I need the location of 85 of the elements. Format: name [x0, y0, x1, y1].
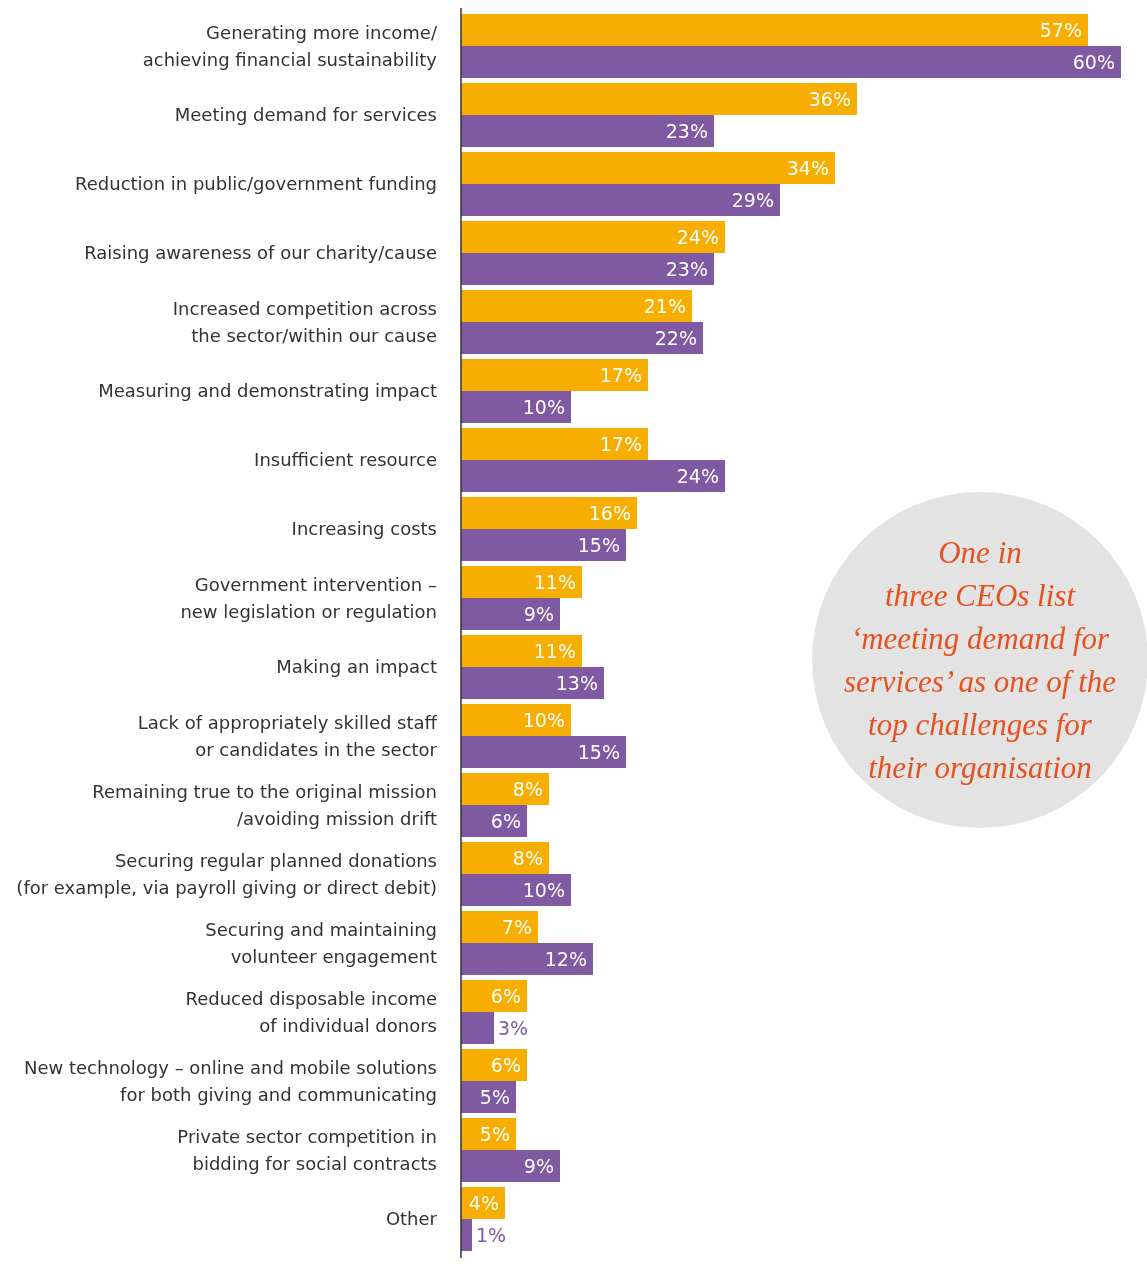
data-label: 9% — [523, 602, 554, 625]
data-label: 8% — [512, 846, 543, 869]
bar — [461, 184, 780, 216]
bar — [461, 566, 582, 598]
data-label: 5% — [479, 1122, 510, 1145]
bar — [461, 1219, 472, 1251]
data-label: 8% — [512, 777, 543, 800]
data-label: 22% — [654, 326, 697, 349]
bar — [461, 253, 714, 285]
data-label: 36% — [808, 87, 851, 110]
bar — [461, 842, 549, 874]
data-label: 60% — [1072, 50, 1115, 73]
bar — [461, 736, 626, 768]
bar — [461, 497, 637, 529]
y-tick-label: Generating more income/ achieving financial sustainability — [142, 21, 438, 70]
y-tick-label: Meeting demand for services — [174, 104, 437, 126]
data-label: 16% — [588, 501, 631, 524]
data-label: 10% — [522, 395, 565, 418]
data-label: 24% — [676, 225, 719, 248]
data-label: 17% — [599, 363, 642, 386]
bar — [461, 460, 725, 492]
y-tick-label: Making an impact — [276, 656, 437, 678]
data-label: 24% — [676, 464, 719, 487]
data-label: 10% — [522, 708, 565, 731]
data-label: 3% — [498, 1016, 529, 1039]
data-label: 5% — [479, 1085, 510, 1108]
data-label: 21% — [643, 294, 686, 317]
bar — [461, 773, 549, 805]
annotation: One in three CEOs list ‘meeting demand for services’ as one of the top challenges for their organisation — [843, 535, 1117, 786]
bar — [461, 943, 593, 975]
data-label: 12% — [544, 947, 587, 970]
bar — [461, 221, 725, 253]
y-tick-label: Raising awareness of our charity/cause — [84, 242, 437, 264]
bar — [461, 152, 835, 184]
data-label: 6% — [490, 984, 521, 1007]
bar — [461, 428, 648, 460]
bar — [461, 1150, 560, 1182]
bar — [461, 911, 538, 943]
bar — [461, 874, 571, 906]
data-label: 1% — [476, 1223, 507, 1246]
y-tick-label: Lack of appropriately skilled staff or candidates in the sector — [137, 711, 438, 760]
data-label: 10% — [522, 878, 565, 901]
data-label: 4% — [468, 1191, 499, 1214]
data-label: 23% — [665, 257, 708, 280]
data-label: 34% — [786, 156, 829, 179]
y-tick-label: New technology – online and mobile solutions for both giving and communicating — [23, 1056, 437, 1105]
bar — [461, 290, 692, 322]
y-tick-label: Private sector competition in bidding for social contracts — [177, 1125, 437, 1174]
data-label: 29% — [731, 188, 774, 211]
bar — [461, 529, 626, 561]
bar — [461, 83, 857, 115]
bar — [461, 667, 604, 699]
y-tick-label: Securing and maintaining volunteer engagement — [205, 918, 437, 967]
bar — [461, 1012, 494, 1044]
data-label: 11% — [533, 639, 576, 662]
bar — [461, 635, 582, 667]
bar — [461, 391, 571, 423]
bar — [461, 598, 560, 630]
bar — [461, 704, 571, 736]
y-tick-label: Reduction in public/government funding — [75, 173, 437, 195]
data-label: 6% — [490, 1053, 521, 1076]
data-label: 15% — [577, 533, 620, 556]
bar — [461, 46, 1121, 78]
y-tick-label: Remaining true to the original mission /avoiding mission drift — [92, 780, 437, 829]
data-label: 23% — [665, 119, 708, 142]
data-label: 11% — [533, 570, 576, 593]
y-tick-label: Insufficient resource — [254, 449, 437, 471]
y-tick-label: Increased competition across the sector/within our cause — [172, 297, 437, 346]
y-tick-label: Reduced disposable income of individual donors — [185, 987, 437, 1036]
y-tick-label: Securing regular planned donations (for example, via payroll giving or direct debit) — [16, 849, 437, 898]
data-label: 13% — [555, 671, 598, 694]
bar — [461, 322, 703, 354]
data-label: 57% — [1039, 18, 1082, 41]
bar — [461, 14, 1088, 46]
data-label: 9% — [523, 1154, 554, 1177]
data-label: 17% — [599, 432, 642, 455]
bar — [461, 359, 648, 391]
data-label: 7% — [501, 915, 532, 938]
y-tick-label: Other — [385, 1208, 438, 1230]
y-tick-label: Increasing costs — [291, 518, 437, 540]
bar — [461, 115, 714, 147]
data-label: 15% — [577, 740, 620, 763]
y-tick-label: Measuring and demonstrating impact — [98, 380, 437, 402]
y-tick-label: Government intervention – new legislation or regulation — [180, 573, 437, 622]
data-label: 6% — [490, 809, 521, 832]
